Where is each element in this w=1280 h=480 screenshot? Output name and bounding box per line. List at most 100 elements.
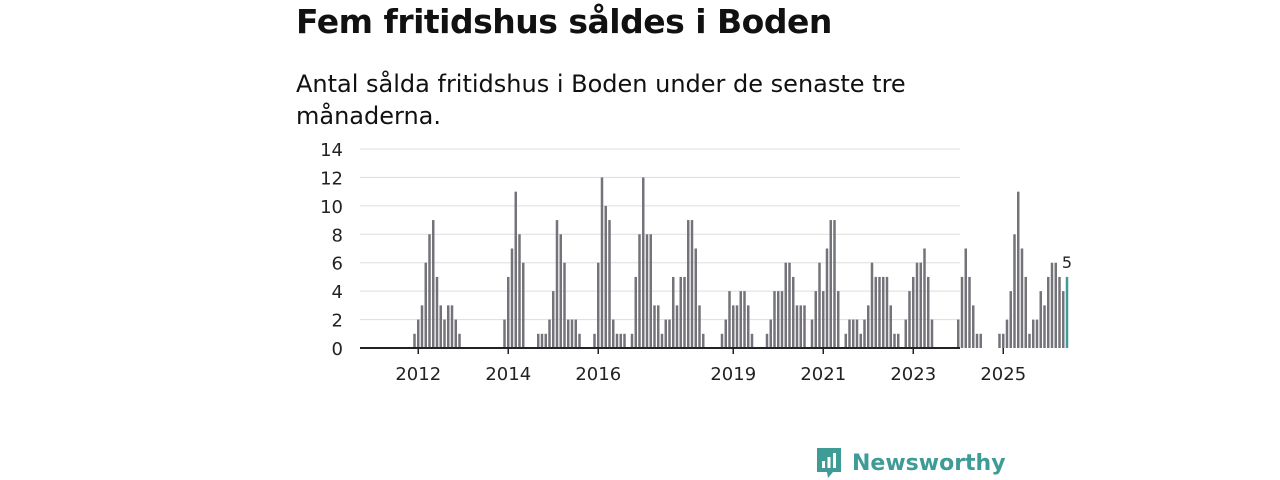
bar [870, 262, 874, 348]
bar [979, 333, 982, 348]
bar [420, 305, 424, 348]
bar [964, 248, 967, 348]
bar [649, 234, 652, 348]
bar [597, 262, 600, 348]
bar [555, 220, 559, 348]
bar [927, 276, 930, 348]
bar [619, 333, 622, 348]
bar [923, 248, 926, 348]
bar [792, 276, 795, 348]
bar [623, 333, 626, 348]
bar [867, 305, 870, 348]
y-tick-label: 6 [332, 254, 343, 275]
bar [1005, 319, 1009, 348]
bar [885, 276, 889, 348]
bar [1058, 276, 1061, 348]
y-tick-label: 14 [320, 140, 343, 161]
bar [855, 319, 859, 348]
bar [743, 291, 746, 348]
bar [844, 333, 847, 348]
x-tick-label: 2021 [800, 364, 846, 385]
bar [507, 276, 510, 348]
bar [972, 305, 975, 348]
bar [428, 234, 431, 348]
bar [672, 276, 675, 348]
bar [435, 276, 439, 348]
y-tick-label: 10 [320, 197, 343, 218]
bar [1009, 291, 1012, 348]
y-tick-label: 2 [332, 311, 343, 332]
bar [559, 234, 562, 348]
bar [458, 333, 461, 348]
bar [675, 305, 679, 348]
bar [799, 305, 802, 348]
bar [957, 319, 960, 348]
bar [1002, 333, 1005, 348]
bar [660, 333, 664, 348]
x-tick-label: 2023 [890, 364, 936, 385]
bar [882, 276, 885, 348]
y-tick-label: 0 [332, 339, 343, 360]
bar [833, 220, 836, 348]
bar [612, 319, 615, 348]
bar [683, 276, 686, 348]
bar [863, 319, 866, 348]
bar [848, 319, 851, 348]
x-tick-label: 2012 [395, 364, 441, 385]
bar [615, 333, 619, 348]
bar [874, 276, 877, 348]
bar [574, 319, 577, 348]
bar [739, 291, 742, 348]
bar [769, 319, 772, 348]
bar [825, 248, 829, 348]
chart-subtitle: Antal sålda fritidshus i Boden under de … [296, 70, 906, 130]
bar [897, 333, 900, 348]
x-tick-label: 2019 [710, 364, 756, 385]
bar [514, 191, 517, 348]
bar [975, 333, 979, 348]
bar [878, 276, 881, 348]
bar [563, 262, 566, 348]
bar [454, 319, 457, 348]
bar [570, 319, 574, 348]
bar [540, 333, 544, 348]
bar [968, 276, 971, 348]
bar-highlight [1065, 276, 1069, 348]
x-tick-label: 2016 [575, 364, 621, 385]
bar-chart: 0 2 4 6 8 10 12 14 5 2012 2014 2016 2019 2021 2023 2025 [320, 140, 1072, 385]
bar [1050, 262, 1054, 348]
bar [784, 262, 787, 348]
bar [960, 276, 964, 348]
bar [687, 220, 690, 348]
bar [795, 305, 799, 348]
bar [432, 220, 435, 348]
bar [702, 333, 705, 348]
bar [837, 291, 840, 348]
bar [1028, 333, 1031, 348]
bar [818, 262, 821, 348]
bar [552, 291, 555, 348]
bar [443, 319, 446, 348]
bar [1032, 319, 1035, 348]
data-label: 5 [1062, 253, 1072, 272]
bar [510, 248, 514, 348]
bar [608, 220, 611, 348]
brand-name: Newsworthy [852, 450, 1006, 476]
chart-title: Fem fritidshus såldes i Boden [296, 2, 832, 41]
bar [728, 291, 731, 348]
bar [732, 305, 735, 348]
y-tick-label: 4 [332, 282, 343, 303]
y-tick-label: 8 [332, 225, 343, 246]
bar [604, 205, 607, 348]
bar [447, 305, 450, 348]
bar [548, 319, 551, 348]
bar [780, 291, 784, 348]
bar [522, 262, 525, 348]
bar [653, 305, 656, 348]
bar [998, 333, 1001, 348]
bar [919, 262, 922, 348]
bar [417, 319, 420, 348]
bar [1047, 276, 1050, 348]
bar [698, 305, 701, 348]
bar [679, 276, 682, 348]
